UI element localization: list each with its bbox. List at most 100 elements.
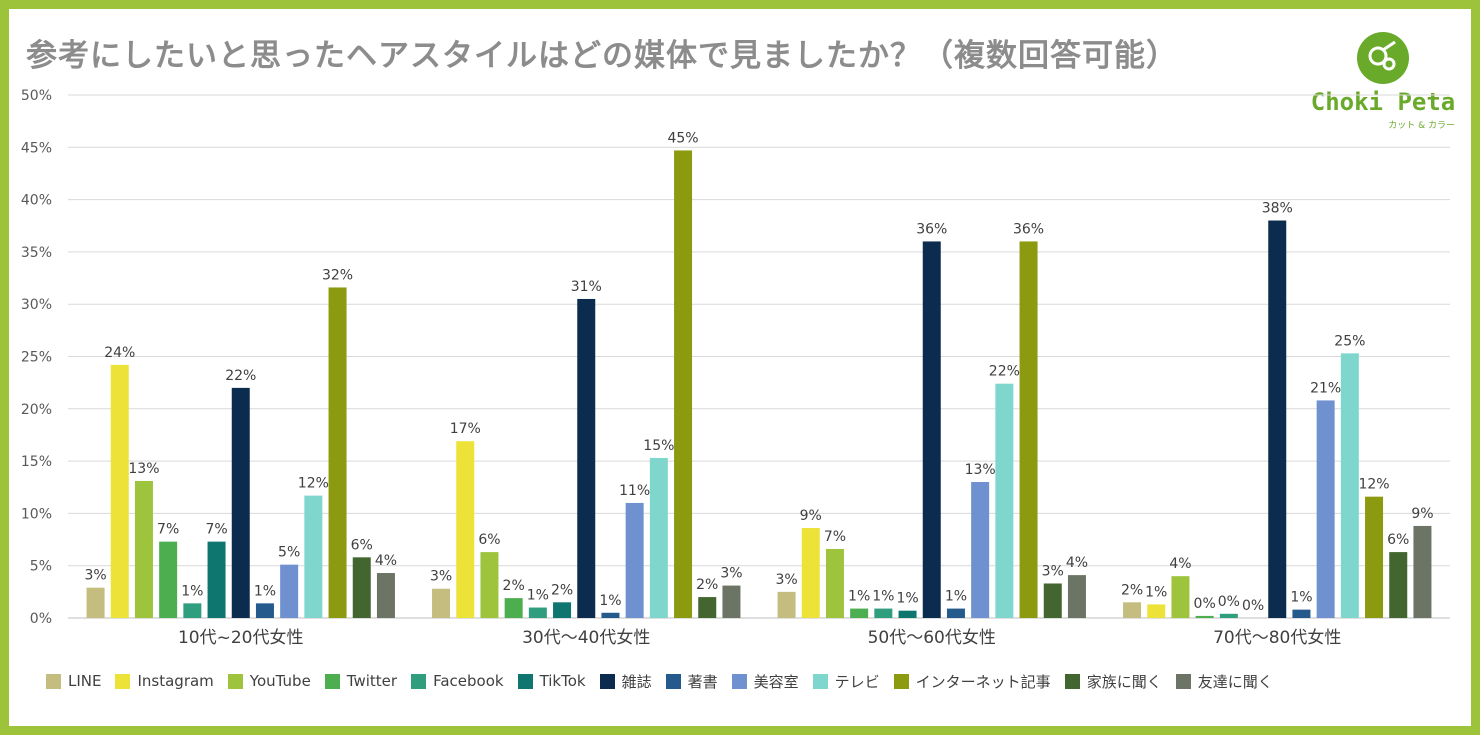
data-label: 4% [375, 553, 397, 569]
data-label: 0% [1218, 594, 1240, 610]
bar [255, 603, 274, 618]
data-label: 1% [1145, 584, 1167, 600]
legend-label: YouTube [249, 672, 311, 690]
data-label: 7% [205, 522, 227, 538]
data-label: 0% [1242, 598, 1264, 614]
bar [480, 552, 499, 618]
legend-swatch [1064, 673, 1080, 689]
data-label: 24% [104, 345, 135, 361]
legend-item: YouTube [227, 672, 311, 690]
data-label: 3% [720, 566, 742, 582]
bar [456, 441, 475, 618]
data-label: 4% [1169, 556, 1191, 572]
logo-name: Choki Peta [1310, 88, 1456, 116]
data-label: 22% [989, 364, 1020, 380]
data-label: 1% [527, 588, 549, 604]
data-label: 2% [696, 577, 718, 593]
x-tick-label: 50代～60代女性 [868, 628, 996, 648]
bar [1365, 496, 1384, 618]
legend-label: TikTok [539, 672, 586, 690]
data-label: 2% [1121, 582, 1143, 598]
y-tick-label: 50% [21, 88, 52, 104]
data-label: 31% [571, 279, 602, 295]
bar [528, 607, 547, 618]
bar [280, 564, 299, 618]
chart-title: 参考にしたいと思ったヘアスタイルはどの媒体で見ましたか？（複数回答可能） [26, 38, 1178, 74]
bar [698, 597, 717, 618]
legend-swatch [517, 673, 533, 689]
chart-legend: LINE Instagram YouTube Twitter Facebook TikTo… [46, 668, 1287, 694]
bar [1268, 220, 1287, 618]
legend-label: テレビ [834, 672, 880, 691]
legend-swatch [599, 673, 615, 689]
bar [898, 610, 917, 618]
y-tick-label: 10% [21, 506, 52, 522]
data-label: 3% [775, 572, 797, 588]
bar [1067, 575, 1086, 618]
bar [1316, 400, 1335, 618]
bar [971, 482, 990, 618]
data-label: 0% [1194, 596, 1216, 612]
bar [376, 573, 395, 618]
bar [649, 457, 668, 618]
data-label: 13% [965, 462, 996, 478]
data-label: 1% [1290, 590, 1312, 606]
data-label: 13% [128, 461, 159, 477]
x-tick-label: 10代~20代女性 [178, 628, 304, 648]
legend-item: TikTok [517, 672, 586, 690]
legend-item: LINE [46, 672, 101, 690]
legend-label: Instagram [137, 672, 214, 690]
bar [504, 598, 523, 618]
legend-label: 著書 [687, 672, 718, 691]
legend-item: Twitter [324, 672, 398, 690]
data-label: 5% [278, 545, 300, 561]
data-label: 36% [916, 221, 947, 237]
y-tick-label: 20% [21, 402, 52, 418]
data-label: 7% [157, 522, 179, 538]
data-label: 1% [848, 589, 870, 605]
bar [1292, 609, 1311, 618]
data-label: 12% [1358, 477, 1389, 493]
legend-label: Twitter [346, 672, 398, 690]
legend-item: 家族に聞く [1064, 671, 1162, 692]
bar [553, 602, 572, 618]
bar [86, 587, 105, 618]
y-tick-label: 45% [21, 140, 52, 156]
bar [207, 541, 226, 618]
legend-swatch [227, 673, 243, 689]
data-label: 6% [1387, 532, 1409, 548]
data-label: 12% [298, 476, 329, 492]
bar [850, 608, 869, 618]
y-tick-label: 30% [21, 297, 52, 313]
data-label: 45% [667, 130, 698, 146]
legend-swatch [812, 673, 828, 689]
legend-swatch [115, 673, 131, 689]
data-label: 32% [322, 267, 353, 283]
legend-label: 家族に聞く [1086, 672, 1162, 691]
bar [432, 588, 451, 618]
data-label: 2% [503, 578, 525, 594]
bar [825, 548, 844, 618]
data-label: 15% [643, 438, 674, 454]
legend-item: Instagram [115, 672, 214, 690]
data-label: 3% [84, 568, 106, 584]
bar [577, 298, 596, 618]
data-label: 17% [450, 421, 481, 437]
bar [231, 387, 250, 618]
bar [304, 495, 323, 618]
legend-label: Facebook [433, 672, 504, 690]
legend-swatch [411, 673, 427, 689]
legend-item: 雑誌 [599, 671, 652, 692]
bar [110, 364, 129, 618]
bar [1389, 552, 1408, 618]
x-tick-label: 30代～40代女性 [522, 628, 650, 648]
data-label: 9% [1411, 506, 1433, 522]
data-label: 1% [872, 589, 894, 605]
legend-swatch [1175, 673, 1191, 689]
bar [874, 608, 893, 618]
legend-swatch [893, 673, 909, 689]
data-label: 22% [225, 368, 256, 384]
bar [777, 591, 796, 618]
data-label: 11% [619, 483, 650, 499]
